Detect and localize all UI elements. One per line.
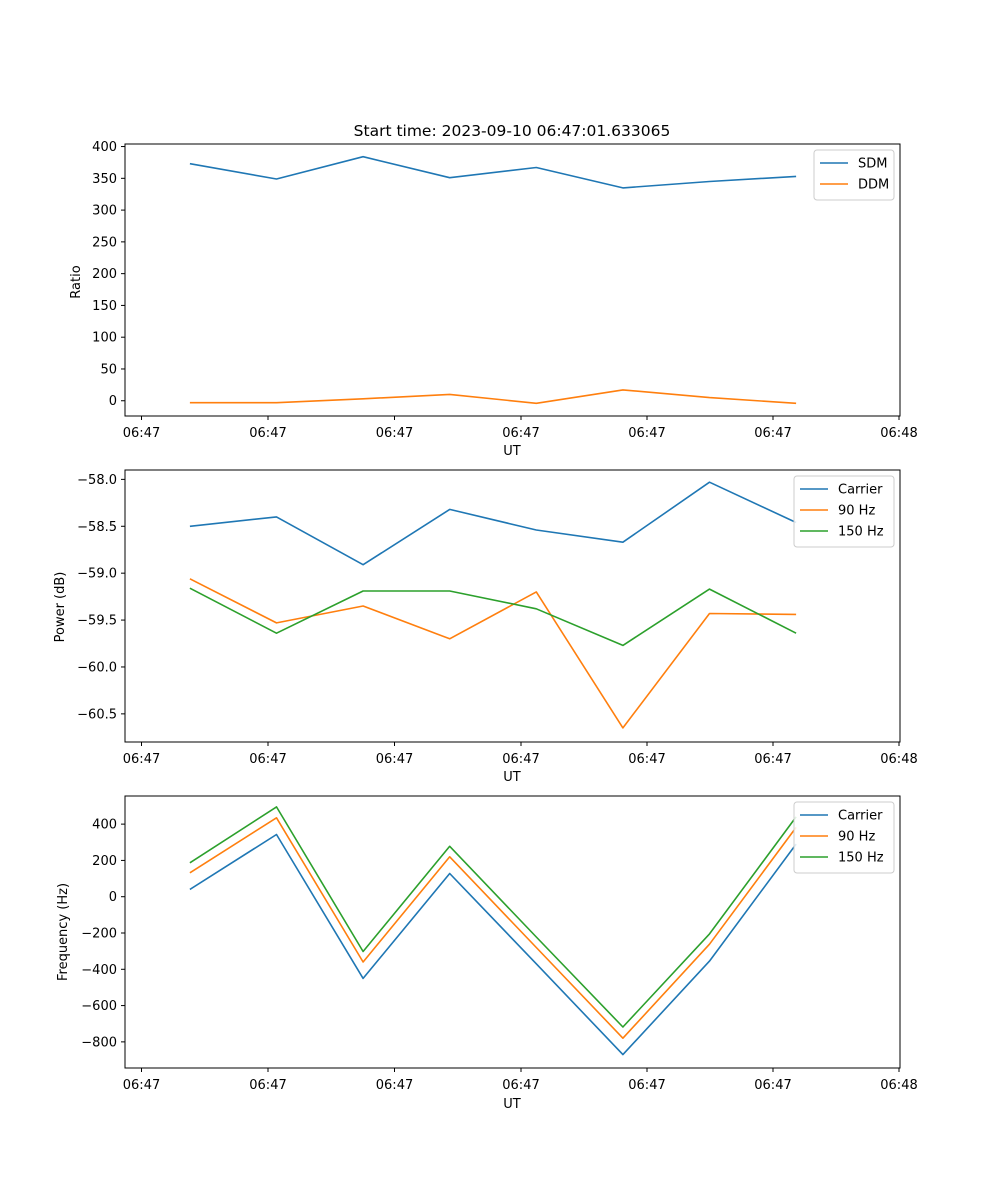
x-tick-label: 06:47 <box>628 1078 665 1093</box>
y-tick-label: −59.0 <box>77 567 117 582</box>
y-tick-label: 350 <box>92 172 117 187</box>
y-tick-label: 250 <box>92 235 117 250</box>
ratio-panel: Start time: 2023-09-10 06:47:01.633065 U… <box>69 122 918 459</box>
plot-frame <box>124 143 901 417</box>
x-tick-label: 06:47 <box>123 426 160 441</box>
y-tick-label: −59.5 <box>77 614 117 629</box>
x-axis-label: UT <box>503 444 521 459</box>
legend-label: DDM <box>858 178 889 193</box>
y-axis-label: Frequency (Hz) <box>56 883 71 981</box>
x-tick-label: 06:47 <box>502 752 539 767</box>
plot-marks: 06:47 06:47 06:47 06:47 06:47 06:47 06:48 0 50 10… <box>92 140 918 441</box>
series-line-ddm <box>189 389 797 405</box>
series-line-90-hz <box>189 578 797 729</box>
series-line-carrier <box>189 833 797 1056</box>
y-tick-label: 200 <box>92 854 117 869</box>
y-tick-label: −58.0 <box>77 473 117 488</box>
x-tick-label: 06:47 <box>628 426 665 441</box>
plot-frame <box>124 469 901 743</box>
y-axis-label: Power (dB) <box>53 572 68 643</box>
x-tick-label: 06:48 <box>880 752 917 767</box>
x-tick-label: 06:47 <box>754 1078 791 1093</box>
x-tick-label: 06:47 <box>754 752 791 767</box>
x-tick-label: 06:47 <box>502 1078 539 1093</box>
y-tick-label: −400 <box>81 963 117 978</box>
chart-title: Start time: 2023-09-10 06:47:01.633065 <box>354 122 671 140</box>
legend-label: SDM <box>858 157 887 172</box>
y-tick-label: −800 <box>81 1035 117 1050</box>
x-tick-label: 06:47 <box>249 1078 286 1093</box>
y-tick-label: −600 <box>81 999 117 1014</box>
y-tick-label: 100 <box>92 331 117 346</box>
x-axis-label: UT <box>503 770 521 785</box>
legend-label: Carrier <box>838 809 883 824</box>
legend-label: Carrier <box>838 483 883 498</box>
y-tick-label: −60.0 <box>77 660 117 675</box>
series-line-sdm <box>189 155 797 189</box>
plot-marks: 06:47 06:47 06:47 06:47 06:47 06:47 06:48 −800 −… <box>81 795 918 1093</box>
y-tick-label: 50 <box>100 362 117 377</box>
legend-box <box>793 801 895 874</box>
x-tick-label: 06:47 <box>249 752 286 767</box>
y-tick-label: −200 <box>81 926 117 941</box>
y-axis-label: Ratio <box>69 265 84 298</box>
y-tick-label: 0 <box>109 890 117 905</box>
series-line-150-hz <box>189 806 797 1028</box>
y-tick-label: −60.5 <box>77 707 117 722</box>
legend-label: 90 Hz <box>838 504 875 519</box>
x-tick-label: 06:48 <box>880 1078 917 1093</box>
legend-label: 150 Hz <box>838 525 884 540</box>
x-axis-label: UT <box>503 1097 521 1112</box>
series-line-90-hz <box>189 816 797 1039</box>
x-tick-label: 06:47 <box>123 752 160 767</box>
x-tick-label: 06:47 <box>376 426 413 441</box>
x-tick-label: 06:47 <box>376 752 413 767</box>
x-tick-label: 06:48 <box>880 426 917 441</box>
x-tick-label: 06:47 <box>376 1078 413 1093</box>
legend-box <box>793 475 895 548</box>
x-tick-label: 06:47 <box>628 752 665 767</box>
y-tick-label: 200 <box>92 267 117 282</box>
y-tick-label: 300 <box>92 204 117 219</box>
series-line-150-hz <box>189 587 797 647</box>
power-panel: UT Power (dB) 06:47 06:47 06:47 06:47 06:47 0… <box>53 469 918 785</box>
frequency-panel: UT Frequency (Hz) 06:47 06:47 06:47 06:47 06… <box>56 795 918 1112</box>
x-tick-label: 06:47 <box>123 1078 160 1093</box>
y-tick-label: 150 <box>92 299 117 314</box>
x-tick-label: 06:47 <box>502 426 539 441</box>
y-tick-label: 0 <box>109 394 117 409</box>
plot-marks: 06:47 06:47 06:47 06:47 06:47 06:47 06:48 −60.5… <box>77 469 918 767</box>
y-tick-label: 400 <box>92 818 117 833</box>
legend-label: 150 Hz <box>838 851 884 866</box>
x-tick-label: 06:47 <box>249 426 286 441</box>
x-tick-label: 06:47 <box>754 426 791 441</box>
legend-label: 90 Hz <box>838 830 875 845</box>
plot-frame <box>124 795 901 1069</box>
series-line-carrier <box>189 481 797 566</box>
y-tick-label: −58.5 <box>77 520 117 535</box>
y-tick-label: 400 <box>92 140 117 155</box>
